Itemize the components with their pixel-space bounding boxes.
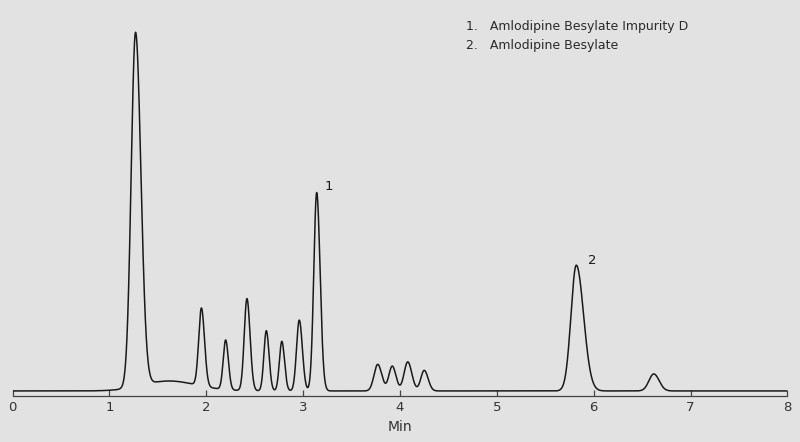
Text: 2: 2: [588, 254, 597, 267]
Text: 1.   Amlodipine Besylate Impurity D
2.   Amlodipine Besylate: 1. Amlodipine Besylate Impurity D 2. Aml…: [466, 20, 688, 52]
X-axis label: Min: Min: [388, 419, 412, 434]
Text: 1: 1: [325, 179, 333, 193]
